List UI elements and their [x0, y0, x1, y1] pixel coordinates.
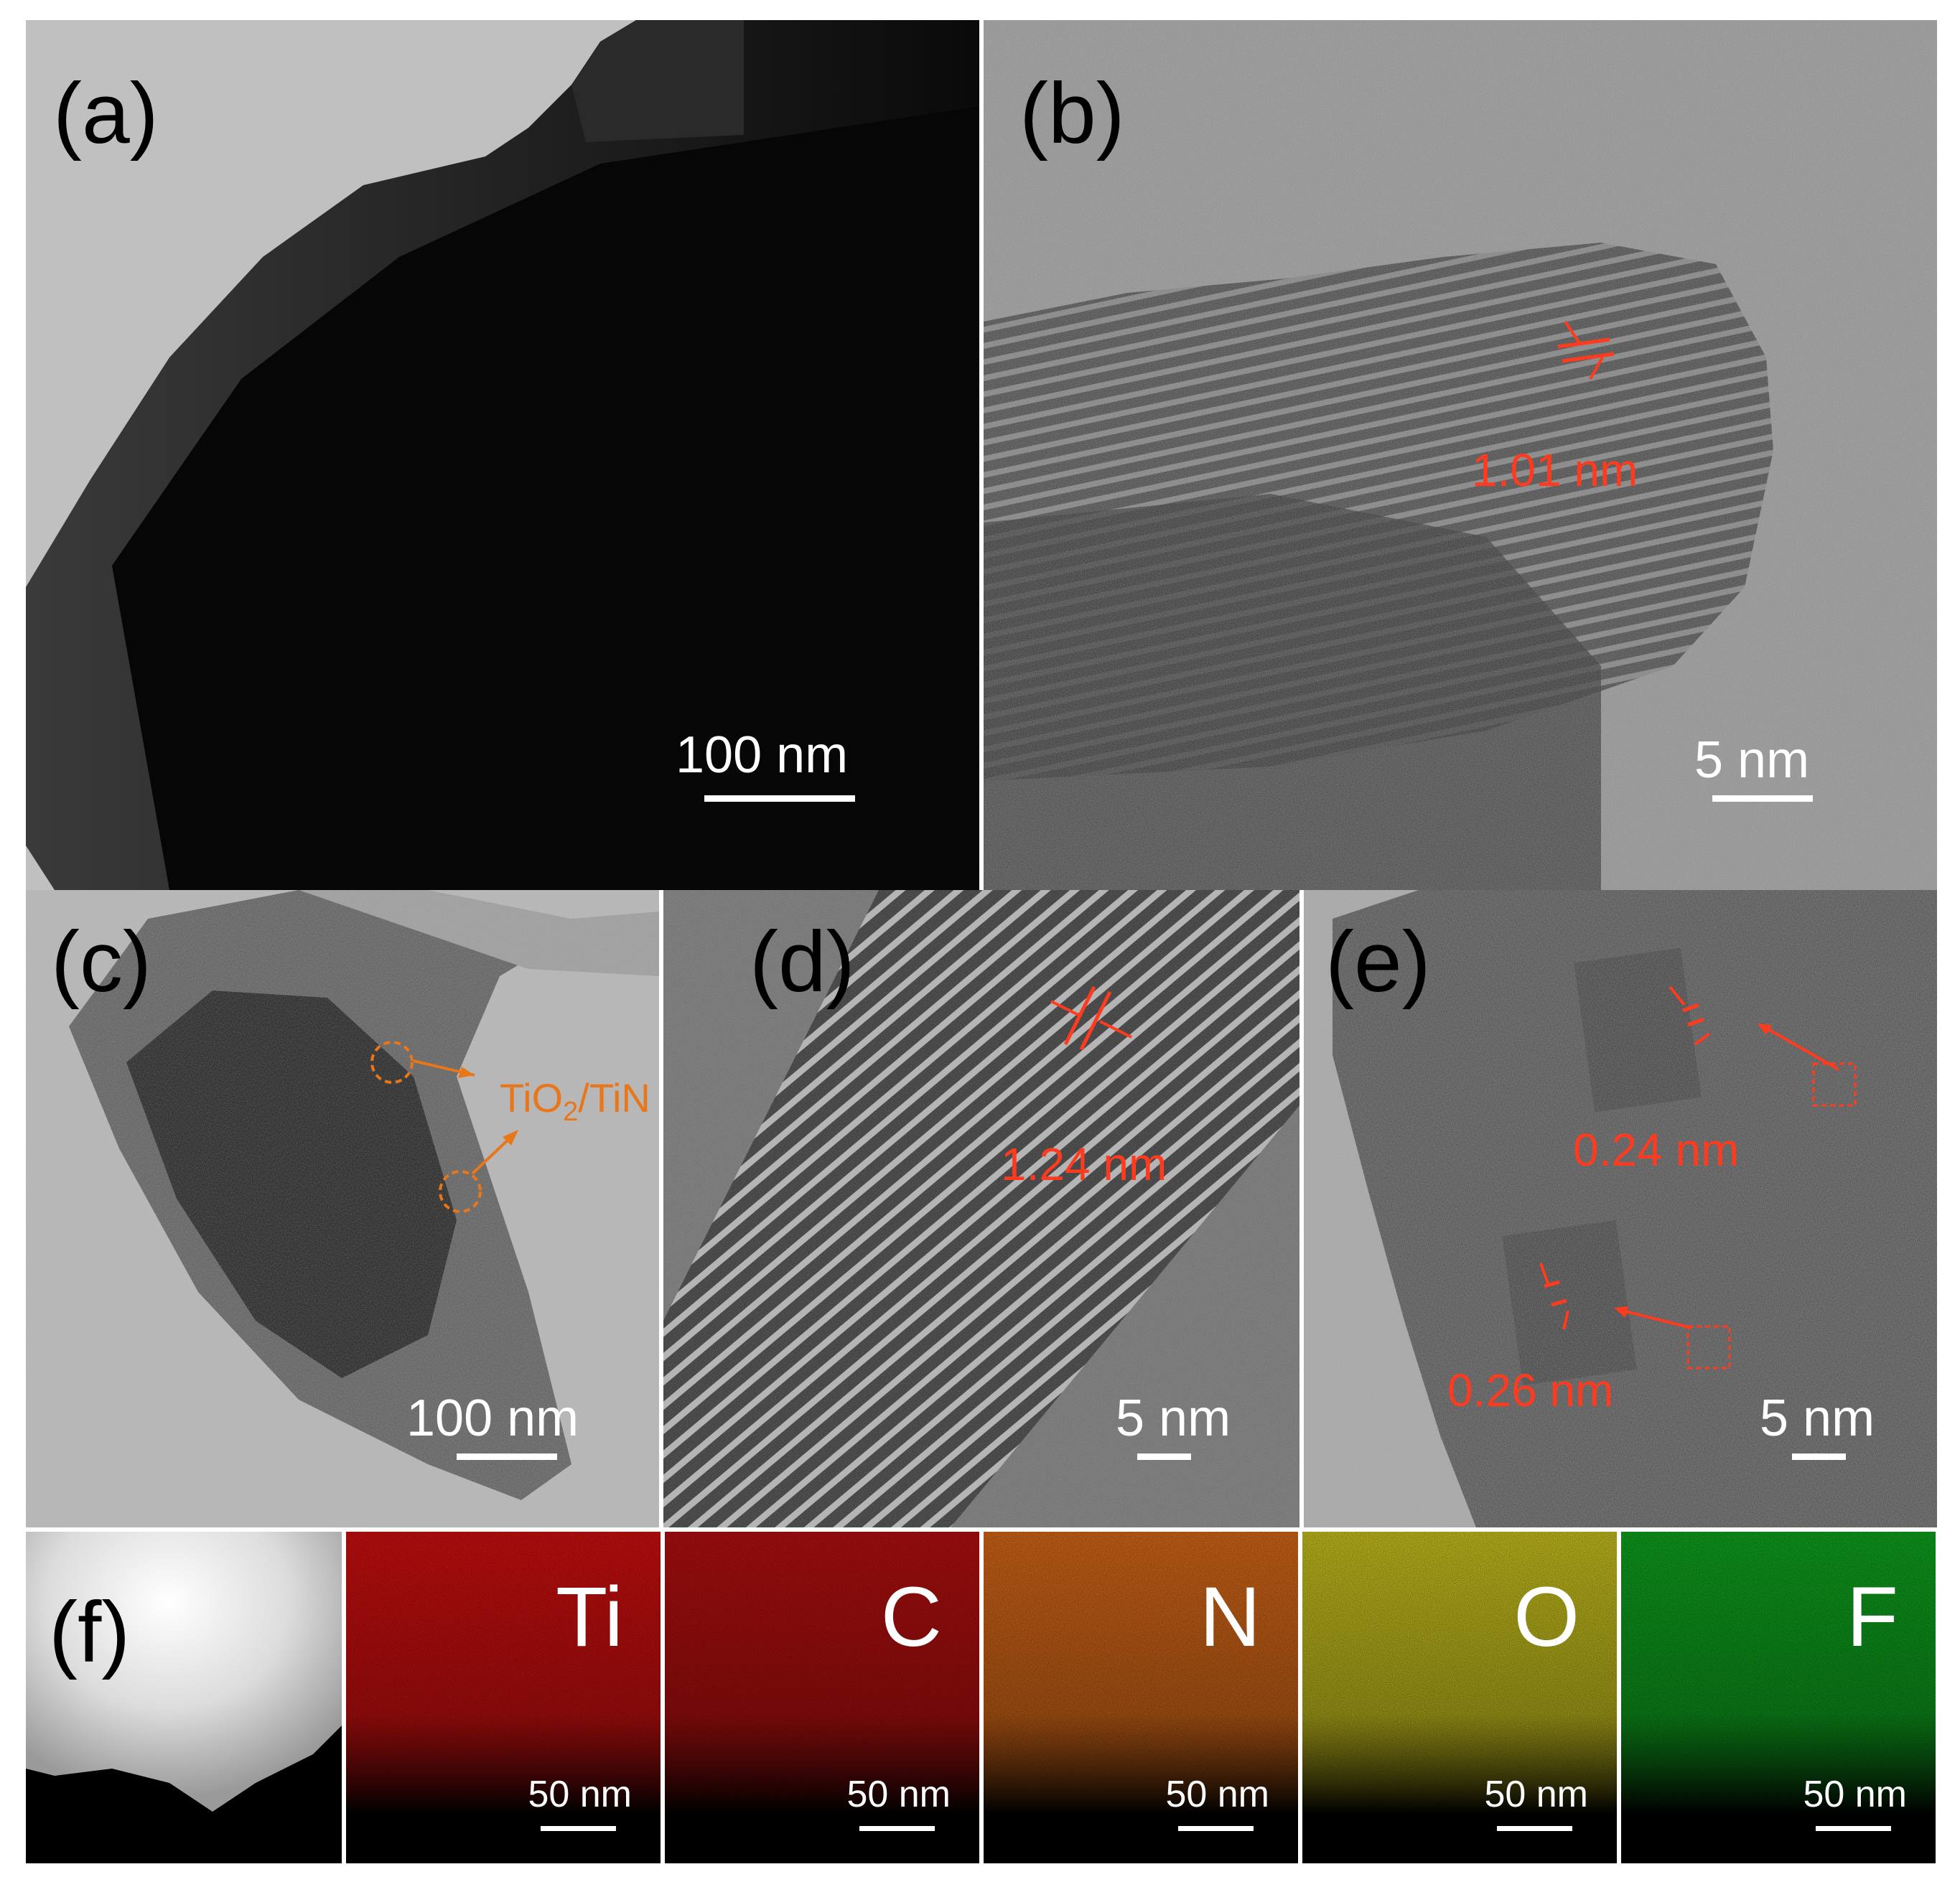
panel-b-label: (b)	[1019, 65, 1125, 161]
eds-map-ti-image	[346, 1532, 661, 1863]
eds-map-o-scale-text: 50 nm	[1484, 1774, 1588, 1815]
panel-c-micrograph	[26, 890, 659, 1527]
eds-map-n-scale-text: 50 nm	[1165, 1774, 1269, 1815]
panel-c-annotation-subscript: 2	[563, 1097, 579, 1128]
panel-c-phase-annotation: TiO2/TiN	[500, 1075, 650, 1128]
eds-map-f: F 50 nm	[1621, 1532, 1936, 1863]
panel-d-label: (d)	[750, 914, 855, 1010]
panel-e-measurement-markers	[1539, 986, 1857, 1370]
eds-map-c: C 50 nm	[665, 1532, 979, 1863]
panel-d-measurement-markers	[1050, 986, 1132, 1051]
panel-c-scale-bar	[457, 1453, 557, 1460]
panel-a-label: (a)	[53, 65, 159, 161]
panel-e-scale-text: 5 nm	[1760, 1390, 1875, 1447]
panel-c-annotation-markers	[370, 1041, 518, 1213]
panel-f-label: (f)	[49, 1584, 131, 1680]
eds-map-c-scale-text: 50 nm	[846, 1774, 951, 1815]
panel-e-label: (e)	[1325, 914, 1431, 1010]
eds-map-n: N 50 nm	[984, 1532, 1298, 1863]
eds-map-o-image	[1302, 1532, 1617, 1863]
eds-map-o-element-label: O	[1513, 1570, 1579, 1665]
eds-map-n-image	[984, 1532, 1298, 1863]
panel-b-hrtem-image: (b) 1.01 nm 5 nm	[984, 20, 1937, 890]
panel-a-scale-bar	[704, 795, 855, 802]
eds-map-ti-element-label: Ti	[556, 1570, 623, 1665]
panel-b-lattice-spacing: 1.01 nm	[1472, 444, 1638, 496]
panel-b-measurement-markers	[1557, 320, 1615, 380]
eds-map-o: O 50 nm	[1302, 1532, 1617, 1863]
panel-c-annotation-tail: /TiN	[578, 1075, 650, 1120]
panel-d-scale-bar	[1137, 1453, 1191, 1460]
eds-map-ti-scale-text: 50 nm	[528, 1774, 632, 1815]
eds-map-f-image	[1621, 1532, 1936, 1863]
panel-e-hrtem-image: (e) 0.24 nm 0.26 nm 5 nm	[1304, 890, 1937, 1527]
panel-a-micrograph	[26, 20, 979, 890]
panel-c-label: (c)	[51, 914, 151, 1010]
panel-e-lattice-spacing-2: 0.26 nm	[1447, 1364, 1614, 1416]
eds-map-f-scale-text: 50 nm	[1803, 1774, 1907, 1815]
panel-c-scale-text: 100 nm	[406, 1390, 579, 1447]
panel-d-lattice-spacing: 1.24 nm	[1001, 1138, 1167, 1190]
panel-f-haadf-image: (f)	[26, 1532, 342, 1863]
eds-map-f-scale-bar	[1816, 1826, 1891, 1831]
eds-map-n-scale-bar	[1178, 1826, 1254, 1831]
eds-map-c-element-label: C	[880, 1570, 942, 1665]
eds-map-ti-scale-bar	[541, 1826, 616, 1831]
panel-d-hrtem-image: (d) 1.24 nm 5 nm	[663, 890, 1299, 1527]
panel-b-micrograph	[984, 20, 1937, 890]
panel-b-scale-bar	[1712, 795, 1813, 802]
eds-map-c-image	[665, 1532, 979, 1863]
eds-map-o-scale-bar	[1497, 1826, 1572, 1831]
panel-d-micrograph	[663, 890, 1299, 1527]
panel-e-micrograph	[1304, 890, 1937, 1527]
eds-map-f-element-label: F	[1846, 1570, 1898, 1665]
panel-b-scale-text: 5 nm	[1694, 731, 1810, 789]
panel-d-scale-text: 5 nm	[1116, 1390, 1231, 1447]
eds-map-n-element-label: N	[1199, 1570, 1261, 1665]
panel-a-scale-text: 100 nm	[676, 726, 849, 784]
eds-map-c-scale-bar	[859, 1826, 935, 1831]
panel-c-annotation-main: TiO	[500, 1075, 564, 1120]
panel-f-haadf-micrograph	[26, 1532, 342, 1863]
eds-map-ti: Ti 50 nm	[346, 1532, 661, 1863]
panel-c-tem-image: (c) TiO2/TiN 100 nm	[26, 890, 659, 1527]
panel-a-tem-image: (a) 100 nm	[26, 20, 979, 890]
panel-e-scale-bar	[1792, 1453, 1846, 1460]
panel-e-lattice-spacing-1: 0.24 nm	[1573, 1124, 1740, 1176]
